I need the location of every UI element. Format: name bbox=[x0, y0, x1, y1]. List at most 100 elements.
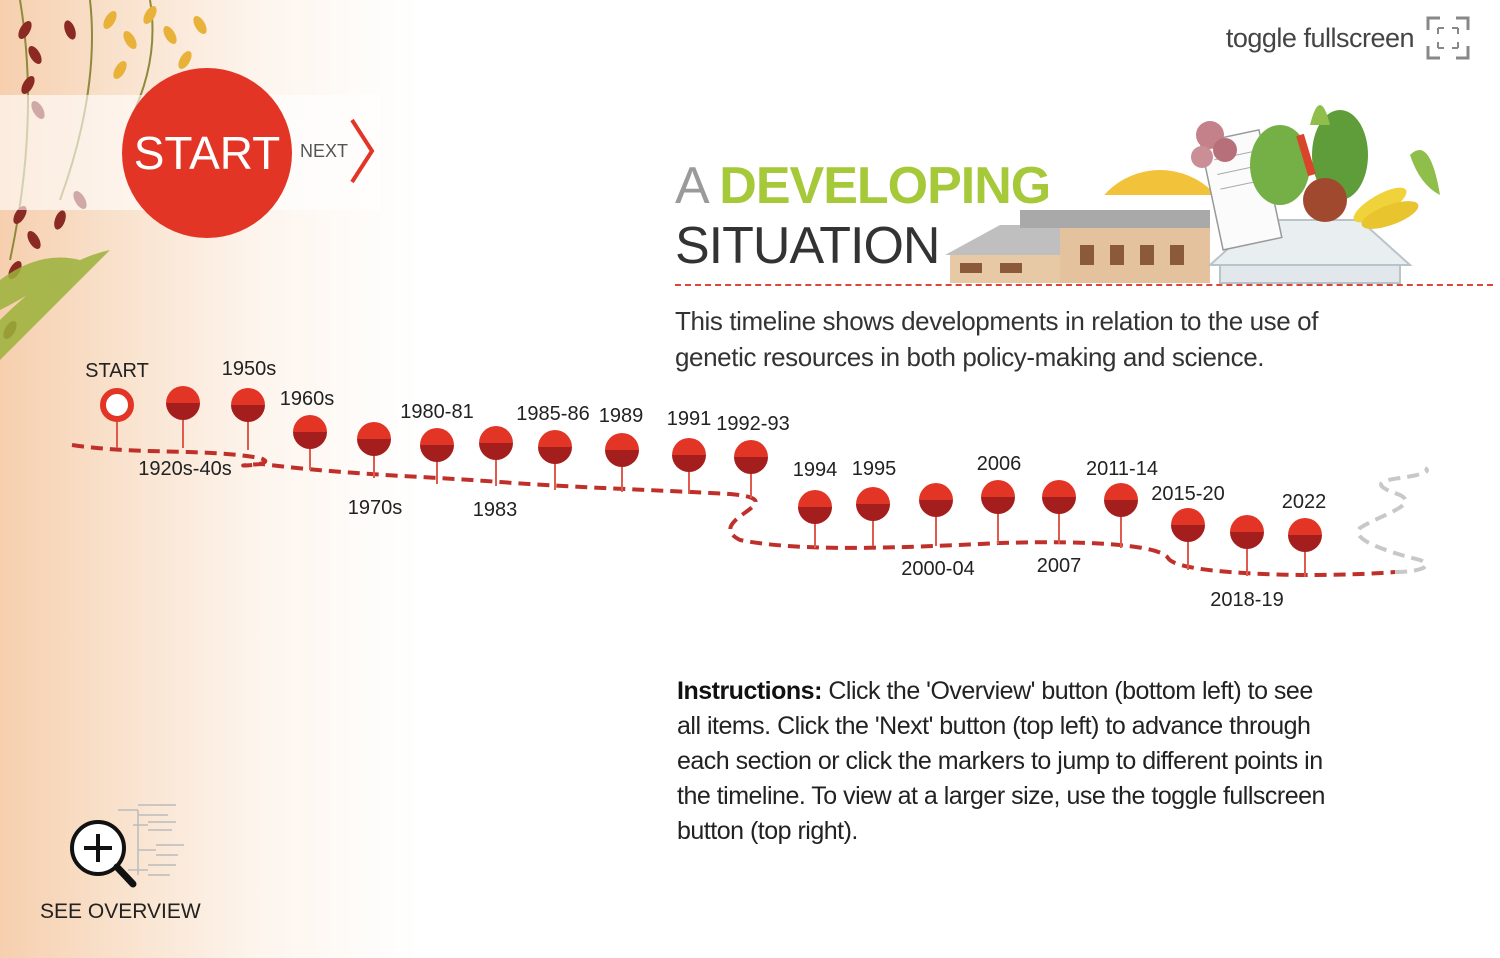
timeline-marker-start[interactable]: START bbox=[85, 360, 149, 448]
title-divider bbox=[675, 284, 1493, 286]
timeline-marker-label: 1980-81 bbox=[400, 401, 473, 423]
timeline-marker-label: START bbox=[85, 360, 149, 382]
marker-circle-bottom bbox=[672, 455, 706, 472]
timeline-path-continuation bbox=[1356, 466, 1429, 574]
timeline-marker-label: 1970s bbox=[348, 497, 403, 519]
timeline-marker-label: 2022 bbox=[1282, 491, 1327, 513]
marker-circle-bottom bbox=[357, 439, 391, 456]
timeline-marker-label: 2000-04 bbox=[901, 558, 974, 580]
timeline-marker-2007[interactable]: 2007 bbox=[1037, 480, 1082, 577]
marker-circle-top bbox=[1288, 518, 1322, 535]
timeline-marker-1920s-40s[interactable]: 1920s-40s bbox=[138, 386, 232, 480]
marker-circle-top bbox=[1104, 483, 1138, 500]
title-prefix: A bbox=[675, 157, 707, 215]
instructions-label: Instructions: bbox=[677, 677, 822, 705]
start-label: START bbox=[133, 127, 281, 179]
fullscreen-label: toggle fullscreen bbox=[1225, 22, 1415, 53]
marker-circle-bottom bbox=[420, 445, 454, 462]
marker-circle-bottom bbox=[1104, 500, 1138, 517]
timeline-marker-label: 2018-19 bbox=[1210, 589, 1283, 611]
marker-circle-bottom bbox=[1230, 532, 1264, 549]
timeline-marker-2015-20[interactable]: 2015-20 bbox=[1151, 483, 1225, 570]
marker-circle-bottom bbox=[1042, 497, 1076, 514]
timeline-marker-label: 2011-14 bbox=[1086, 458, 1158, 480]
marker-circle-bottom bbox=[293, 432, 327, 449]
marker-circle-bottom bbox=[1288, 535, 1322, 552]
timeline-marker-label: 1995 bbox=[852, 458, 897, 480]
marker-circle-bottom bbox=[856, 504, 890, 521]
intro-text: This timeline shows developments in rela… bbox=[675, 306, 1319, 372]
timeline-marker-1989[interactable]: 1989 bbox=[599, 405, 644, 492]
marker-circle-top bbox=[479, 426, 513, 443]
chevron-right-icon bbox=[350, 118, 375, 184]
marker-circle-top bbox=[919, 483, 953, 500]
marker-circle-top bbox=[293, 415, 327, 432]
timeline-marker-2022[interactable]: 2022 bbox=[1282, 491, 1327, 577]
fullscreen-corners-icon bbox=[1426, 16, 1470, 60]
overview-label: SEE OVERVIEW bbox=[40, 900, 201, 923]
see-overview-button[interactable]: SEE OVERVIEW bbox=[38, 800, 201, 930]
timeline-marker-1994[interactable]: 1994 bbox=[793, 459, 838, 548]
timeline-marker-2000-04[interactable]: 2000-04 bbox=[901, 483, 975, 580]
timeline-marker-1992-93[interactable]: 1992-93 bbox=[716, 413, 790, 498]
marker-circle-top bbox=[981, 480, 1015, 497]
fullscreen-toggle-button[interactable]: toggle fullscreen bbox=[1226, 16, 1470, 60]
marker-circle-bottom bbox=[479, 443, 513, 460]
marker-circle-top bbox=[734, 440, 768, 457]
marker-circle-top bbox=[1230, 515, 1264, 532]
timeline-marker-label: 1983 bbox=[473, 499, 518, 521]
marker-circle-bottom bbox=[538, 447, 572, 464]
timeline-marker-1991[interactable]: 1991 bbox=[667, 408, 712, 494]
timeline-marker-label: 2015-20 bbox=[1151, 483, 1224, 505]
timeline-marker-label: 1920s-40s bbox=[138, 458, 231, 480]
timeline-marker-label: 2007 bbox=[1037, 555, 1082, 577]
start-button[interactable]: START bbox=[122, 68, 292, 238]
timeline-marker-1980-81[interactable]: 1980-81 bbox=[400, 401, 474, 484]
marker-circle-top bbox=[166, 386, 200, 403]
marker-circle-bottom bbox=[605, 450, 639, 467]
timeline-marker-label: 1950s bbox=[222, 358, 277, 380]
marker-circle-bottom bbox=[166, 403, 200, 420]
marker-circle-top bbox=[357, 422, 391, 439]
timeline-marker-1970s[interactable]: 1970s bbox=[348, 422, 403, 519]
marker-circle-top bbox=[231, 388, 265, 405]
marker-circle-bottom bbox=[981, 497, 1015, 514]
timeline-marker-1985-86[interactable]: 1985-86 bbox=[516, 403, 590, 490]
instructions-body: Click the 'Overview' button (bottom left… bbox=[677, 677, 1325, 845]
marker-circle-bottom bbox=[1171, 525, 1205, 542]
timeline-marker-label: 1989 bbox=[599, 405, 644, 427]
timeline-marker-1995[interactable]: 1995 bbox=[852, 458, 897, 546]
timeline-marker-1950s[interactable]: 1950s bbox=[222, 358, 277, 450]
instructions-text: Instructions: Click the 'Overview' butto… bbox=[677, 674, 1327, 849]
timeline-marker-label: 1991 bbox=[667, 408, 712, 430]
timeline-path bbox=[71, 443, 1396, 578]
marker-circle-bottom bbox=[734, 457, 768, 474]
timeline-marker-label: 2006 bbox=[977, 453, 1022, 475]
marker-circle-top bbox=[420, 428, 454, 445]
marker-circle-bottom bbox=[798, 507, 832, 524]
next-button[interactable]: NEXT bbox=[300, 118, 376, 184]
timeline-marker-1960s[interactable]: 1960s bbox=[280, 388, 335, 470]
timeline-marker-label: 1960s bbox=[280, 388, 335, 410]
marker-circle-top bbox=[1171, 508, 1205, 525]
timeline-marker-2011-14[interactable]: 2011-14 bbox=[1086, 458, 1158, 548]
marker-circle-top bbox=[538, 430, 572, 447]
marker-circle-top bbox=[605, 433, 639, 450]
timeline-marker-2006[interactable]: 2006 bbox=[977, 453, 1022, 544]
timeline-marker-label: 1992-93 bbox=[716, 413, 789, 435]
timeline-marker-label: 1994 bbox=[793, 459, 838, 481]
title-highlight: DEVELOPING bbox=[719, 157, 1051, 215]
grain-decoration bbox=[0, 0, 207, 360]
timeline-marker-2018-19[interactable]: 2018-19 bbox=[1210, 515, 1284, 611]
agriculture-illustration bbox=[940, 105, 1460, 287]
marker-circle-top bbox=[856, 487, 890, 504]
marker-circle-top bbox=[672, 438, 706, 455]
marker-circle-bottom bbox=[231, 405, 265, 422]
zoom-in-icon bbox=[70, 804, 184, 888]
marker-circle-top bbox=[1042, 480, 1076, 497]
timeline-marker-1983[interactable]: 1983 bbox=[473, 426, 518, 521]
next-label: NEXT bbox=[300, 140, 349, 161]
timeline-marker-label: 1985-86 bbox=[516, 403, 589, 425]
